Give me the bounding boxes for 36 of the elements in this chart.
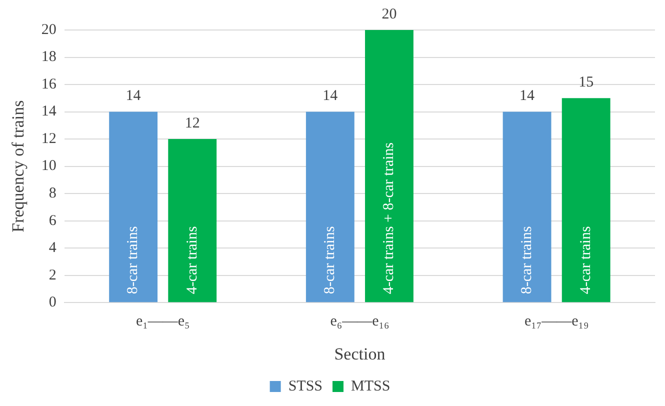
y-tick-label: 0 — [48, 294, 56, 311]
y-tick-label: 10 — [41, 158, 56, 174]
bar — [562, 98, 610, 302]
y-tick-label: 12 — [41, 130, 56, 147]
bar — [502, 112, 552, 302]
y-tick-label: 4 — [48, 240, 57, 256]
legend-label: MTSS — [351, 378, 390, 394]
x-tick-label: e₁₇——e₁₉ — [524, 314, 589, 330]
annotation: 8-car trains — [125, 226, 142, 294]
annotation: 4-car trains — [578, 226, 594, 294]
data-label: 12 — [184, 115, 200, 132]
annotation: 8-car trains — [322, 226, 338, 294]
y-tick-label: 18 — [41, 49, 56, 66]
data-label: 14 — [322, 88, 338, 104]
y-tick-label: 6 — [48, 212, 57, 229]
x-tick-label: e₁——e₅ — [136, 314, 190, 330]
legend-label: STSS — [288, 378, 323, 394]
x-axis-title: Section — [334, 344, 386, 364]
data-label: 14 — [126, 88, 142, 104]
y-tick-label: 2 — [48, 267, 56, 284]
data-label: 15 — [578, 74, 594, 91]
data-label: 20 — [382, 6, 397, 22]
y-tick-label: 8 — [48, 185, 56, 202]
y-tick-label: 14 — [41, 104, 57, 120]
bar — [306, 112, 354, 302]
data-label: 14 — [520, 88, 536, 104]
y-tick-label: 20 — [41, 22, 56, 38]
x-tick-label: e₆——e₁₆ — [330, 314, 390, 330]
annotation: 8-car trains — [518, 226, 535, 294]
y-tick-label: 16 — [41, 76, 57, 92]
bar — [168, 139, 217, 302]
bar — [109, 112, 158, 302]
y-axis-title: Frequency of trains — [8, 100, 28, 232]
annotation: 4-car trains — [184, 226, 200, 294]
bar — [365, 30, 414, 302]
annotation: 4-car trains + 8-car trains — [381, 142, 398, 294]
